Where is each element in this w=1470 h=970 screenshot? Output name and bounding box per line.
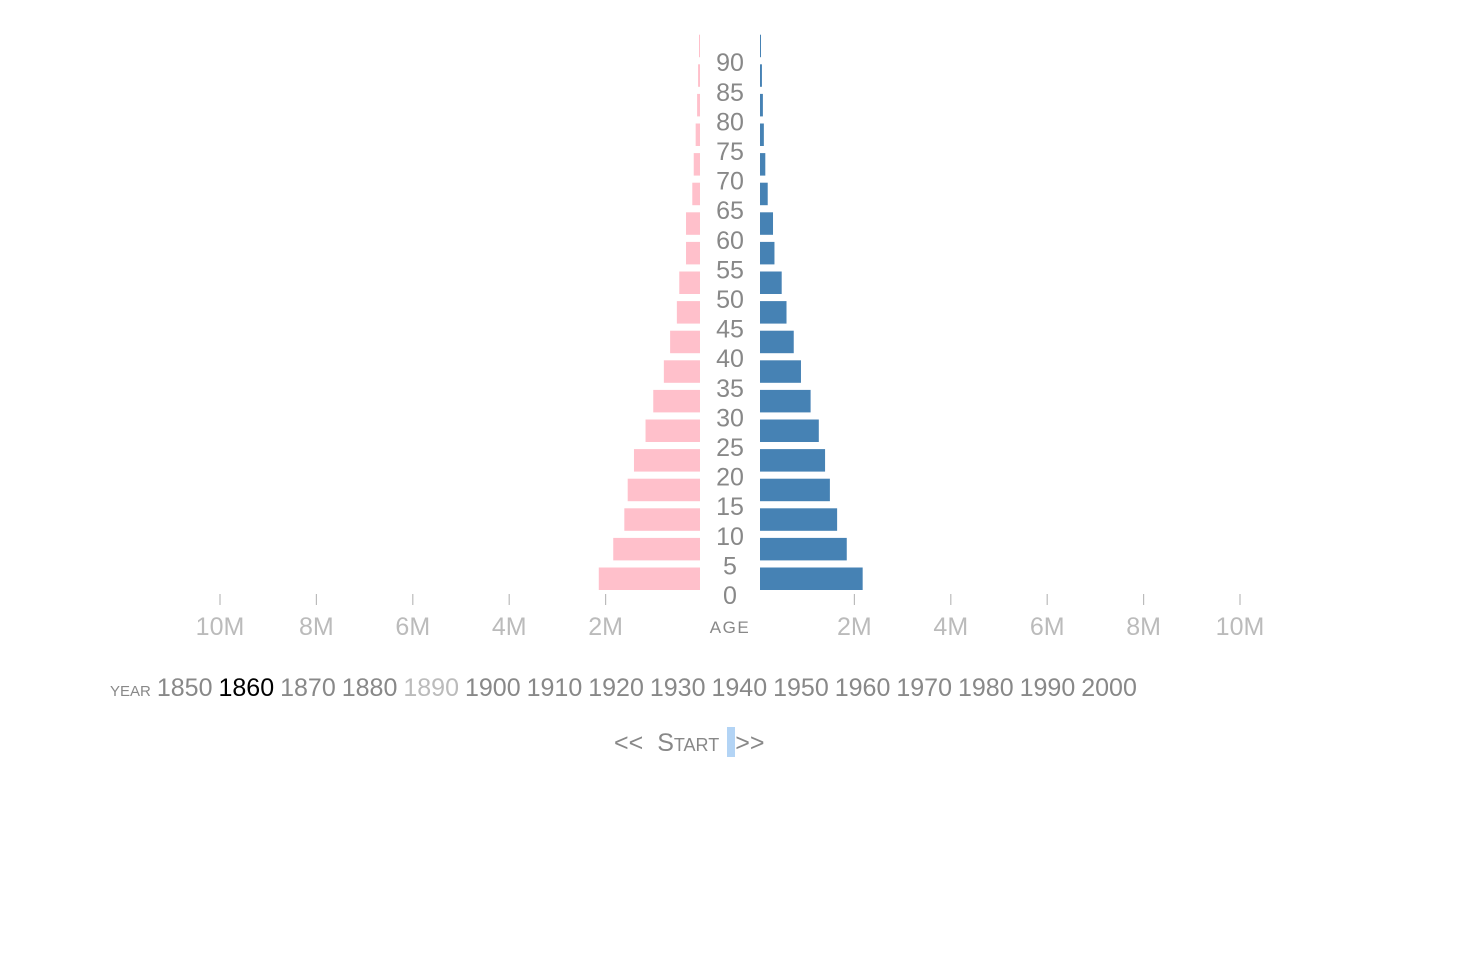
year-selector: year 1850 1860 1870 1880 1890 1900 1910 1920 1930… [110,674,1143,703]
bar-right-age-30 [760,389,811,413]
bar-right-age-25 [760,419,819,442]
bar-left-age-80 [697,93,700,117]
bar-right-age-45 [760,301,787,324]
bar-right-age-70 [760,153,766,176]
age-label: 70 [716,168,744,196]
age-label: 90 [716,49,744,77]
bar-left-age-20 [633,449,700,472]
year-option-2000[interactable]: 2000 [1081,674,1137,702]
bar-left-age-85 [698,64,700,87]
age-label: 45 [716,316,744,344]
bar-right-age-65 [760,182,768,206]
text-cursor-highlight [727,727,736,757]
bar-right-age-0 [760,567,863,590]
age-label: 80 [716,108,744,136]
bar-left-age-70 [693,153,700,176]
age-label: 35 [716,375,744,403]
age-label: 75 [716,138,744,166]
age-label: 55 [716,256,744,284]
bar-left-age-25 [645,419,700,442]
bar-left-age-75 [695,123,700,146]
bar-left-age-45 [676,301,700,324]
age-label: 60 [716,227,744,255]
previous-button[interactable]: << [614,729,644,757]
x-tick-label-left: 2M [588,613,623,641]
bar-right-age-75 [760,123,764,146]
x-tick-label-right: 2M [837,613,872,641]
year-option-1870[interactable]: 1870 [280,674,336,702]
x-tick-label-right: 10M [1216,613,1265,641]
next-button[interactable]: >> [735,729,765,757]
bar-left-age-10 [624,508,700,531]
age-label: 65 [716,197,744,225]
bar-right-age-55 [760,241,775,265]
age-label: 5 [723,552,737,580]
year-option-1910[interactable]: 1910 [526,674,583,702]
x-tick-label-right: 4M [933,613,968,641]
age-axis-title: AGE [710,618,750,637]
bar-right-age-80 [760,93,763,117]
age-label: 40 [716,345,744,373]
bar-right-age-10 [760,508,838,531]
bar-right-age-85 [760,64,762,87]
year-option-1860[interactable]: 1860 [218,674,275,702]
bar-left-age-90 [699,34,700,58]
age-label: 15 [716,493,744,521]
year-option-1930[interactable]: 1930 [649,674,706,702]
bar-left-age-65 [692,182,700,206]
bar-left-age-30 [653,389,700,413]
bar-left-age-0 [598,567,700,590]
bar-right-age-60 [760,212,774,235]
bar-right-age-90 [760,34,761,58]
x-tick-label-right: 6M [1030,613,1065,641]
bar-right-age-35 [760,360,801,383]
year-option-1880[interactable]: 1880 [341,674,398,702]
x-tick-label-left: 4M [492,613,527,641]
year-option-1980[interactable]: 1980 [957,674,1014,702]
bar-left-age-40 [670,330,700,354]
bar-right-age-5 [760,537,847,561]
age-label: 20 [716,464,744,492]
age-label: 50 [716,286,744,314]
x-tick-label-right: 8M [1126,613,1161,641]
age-label: 25 [716,434,744,462]
bar-left-age-55 [686,241,700,265]
x-tick-label-left: 6M [395,613,430,641]
bar-right-age-40 [760,330,794,354]
year-option-1990[interactable]: 1990 [1019,674,1076,702]
bar-right-age-50 [760,271,782,294]
x-tick-label-left: 10M [196,613,245,641]
year-option-1950[interactable]: 1950 [773,674,829,702]
bar-left-age-50 [679,271,700,294]
playback-controls: << Start >> [614,727,764,758]
bar-left-age-35 [663,360,700,383]
start-button[interactable]: Start [657,729,720,757]
year-option-1890[interactable]: 1890 [403,674,459,702]
age-label: 30 [716,404,744,432]
year-option-1940[interactable]: 1940 [711,674,768,702]
year-option-1960[interactable]: 1960 [834,674,891,702]
age-label: 0 [723,582,737,610]
bar-right-age-20 [760,449,826,472]
year-option-1970[interactable]: 1970 [896,674,952,702]
year-list: 1850 1860 1870 1880 1890 1900 1910 1920 1930 1940… [157,674,1143,702]
year-option-1920[interactable]: 1920 [588,674,644,702]
x-tick-label-left: 8M [299,613,334,641]
bar-left-age-60 [686,212,700,235]
bar-right-age-15 [760,478,830,502]
year-selector-title: year [110,676,151,701]
year-option-1850[interactable]: 1850 [156,674,213,702]
year-option-1900[interactable]: 1900 [464,674,521,702]
age-label: 85 [716,79,744,107]
bar-left-age-15 [627,478,700,502]
bar-left-age-5 [613,537,700,561]
age-label: 10 [716,523,744,551]
